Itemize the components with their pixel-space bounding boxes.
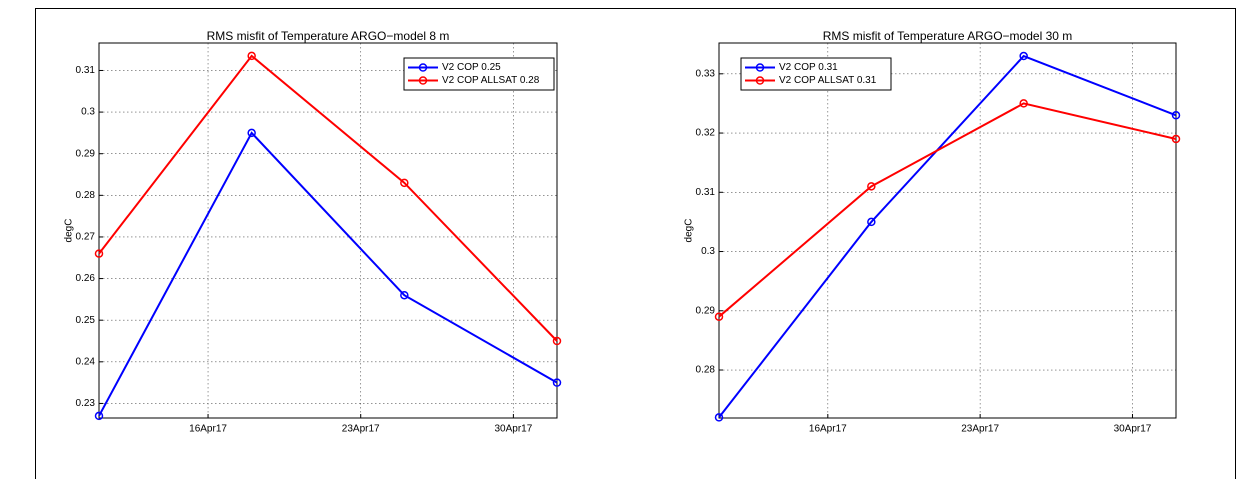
y-tick-label: 0.3 (81, 107, 95, 118)
plot-area (99, 43, 557, 418)
legend-label: V2 COP ALLSAT 0.31 (779, 75, 877, 86)
legend-label: V2 COP 0.25 (442, 62, 501, 73)
data-point (247, 128, 256, 138)
y-axis-label: degC (684, 219, 695, 243)
axes-box (718, 42, 1177, 419)
data-point (1171, 134, 1181, 144)
y-tick-label: 0.26 (76, 273, 96, 284)
figure-border (35, 8, 1236, 479)
series-line (98, 54, 558, 342)
x-tick-label: 30Apr17 (494, 424, 532, 435)
legend: V2 COP 0.25 V2 COP ALLSAT 0.28 (403, 57, 555, 91)
data-point (552, 378, 562, 387)
legend-marker (755, 76, 765, 85)
y-axis-label: degC (64, 219, 75, 243)
y-tick-label: 0.29 (696, 305, 716, 316)
plot-area (719, 43, 1176, 418)
x-tick-label: 16Apr17 (809, 424, 847, 435)
y-tick-label: 0.28 (76, 190, 96, 201)
data-point (552, 336, 562, 346)
data-point (1019, 51, 1028, 61)
legend: V2 COP 0.31 V2 COP ALLSAT 0.31 (740, 57, 892, 91)
y-tick-label: 0.33 (696, 68, 716, 79)
data-point (1019, 99, 1028, 108)
x-tick-label: 23Apr17 (961, 424, 999, 435)
chart-title: RMS misfit of Temperature ARGO−model 8 m (207, 29, 450, 43)
data-point (247, 51, 256, 61)
y-tick-label: 0.32 (696, 128, 716, 139)
x-tick-label: 30Apr17 (1114, 424, 1152, 435)
y-tick-label: 0.25 (76, 315, 96, 326)
y-tick-label: 0.31 (76, 65, 96, 76)
data-point (94, 249, 104, 258)
x-tick-label: 16Apr17 (189, 424, 227, 435)
data-point (867, 182, 876, 191)
y-tick-label: 0.23 (76, 398, 96, 409)
legend-label: V2 COP 0.31 (779, 62, 838, 73)
y-tick-label: 0.24 (76, 356, 96, 367)
series-line (718, 102, 1177, 318)
legend-marker (418, 63, 428, 72)
data-point (867, 217, 876, 227)
legend-label: V2 COP ALLSAT 0.28 (442, 75, 540, 86)
data-point (714, 312, 724, 321)
series-line (98, 131, 558, 417)
data-point (400, 178, 409, 188)
y-tick-label: 0.29 (76, 148, 96, 159)
legend-box (740, 57, 892, 91)
y-tick-label: 0.31 (696, 187, 716, 198)
series-line (718, 54, 1177, 419)
data-point (400, 290, 409, 300)
data-point (1171, 111, 1181, 120)
data-point (714, 413, 724, 422)
data-point (94, 411, 104, 421)
legend-marker (418, 76, 428, 85)
y-tick-label: 0.3 (701, 246, 715, 257)
legend-box (403, 57, 555, 91)
y-tick-label: 0.27 (76, 232, 96, 243)
chart-title: RMS misfit of Temperature ARGO−model 30 … (823, 29, 1073, 43)
y-tick-label: 0.28 (696, 365, 716, 376)
legend-marker (755, 63, 765, 72)
x-tick-label: 23Apr17 (342, 424, 380, 435)
axes-box (98, 42, 558, 419)
